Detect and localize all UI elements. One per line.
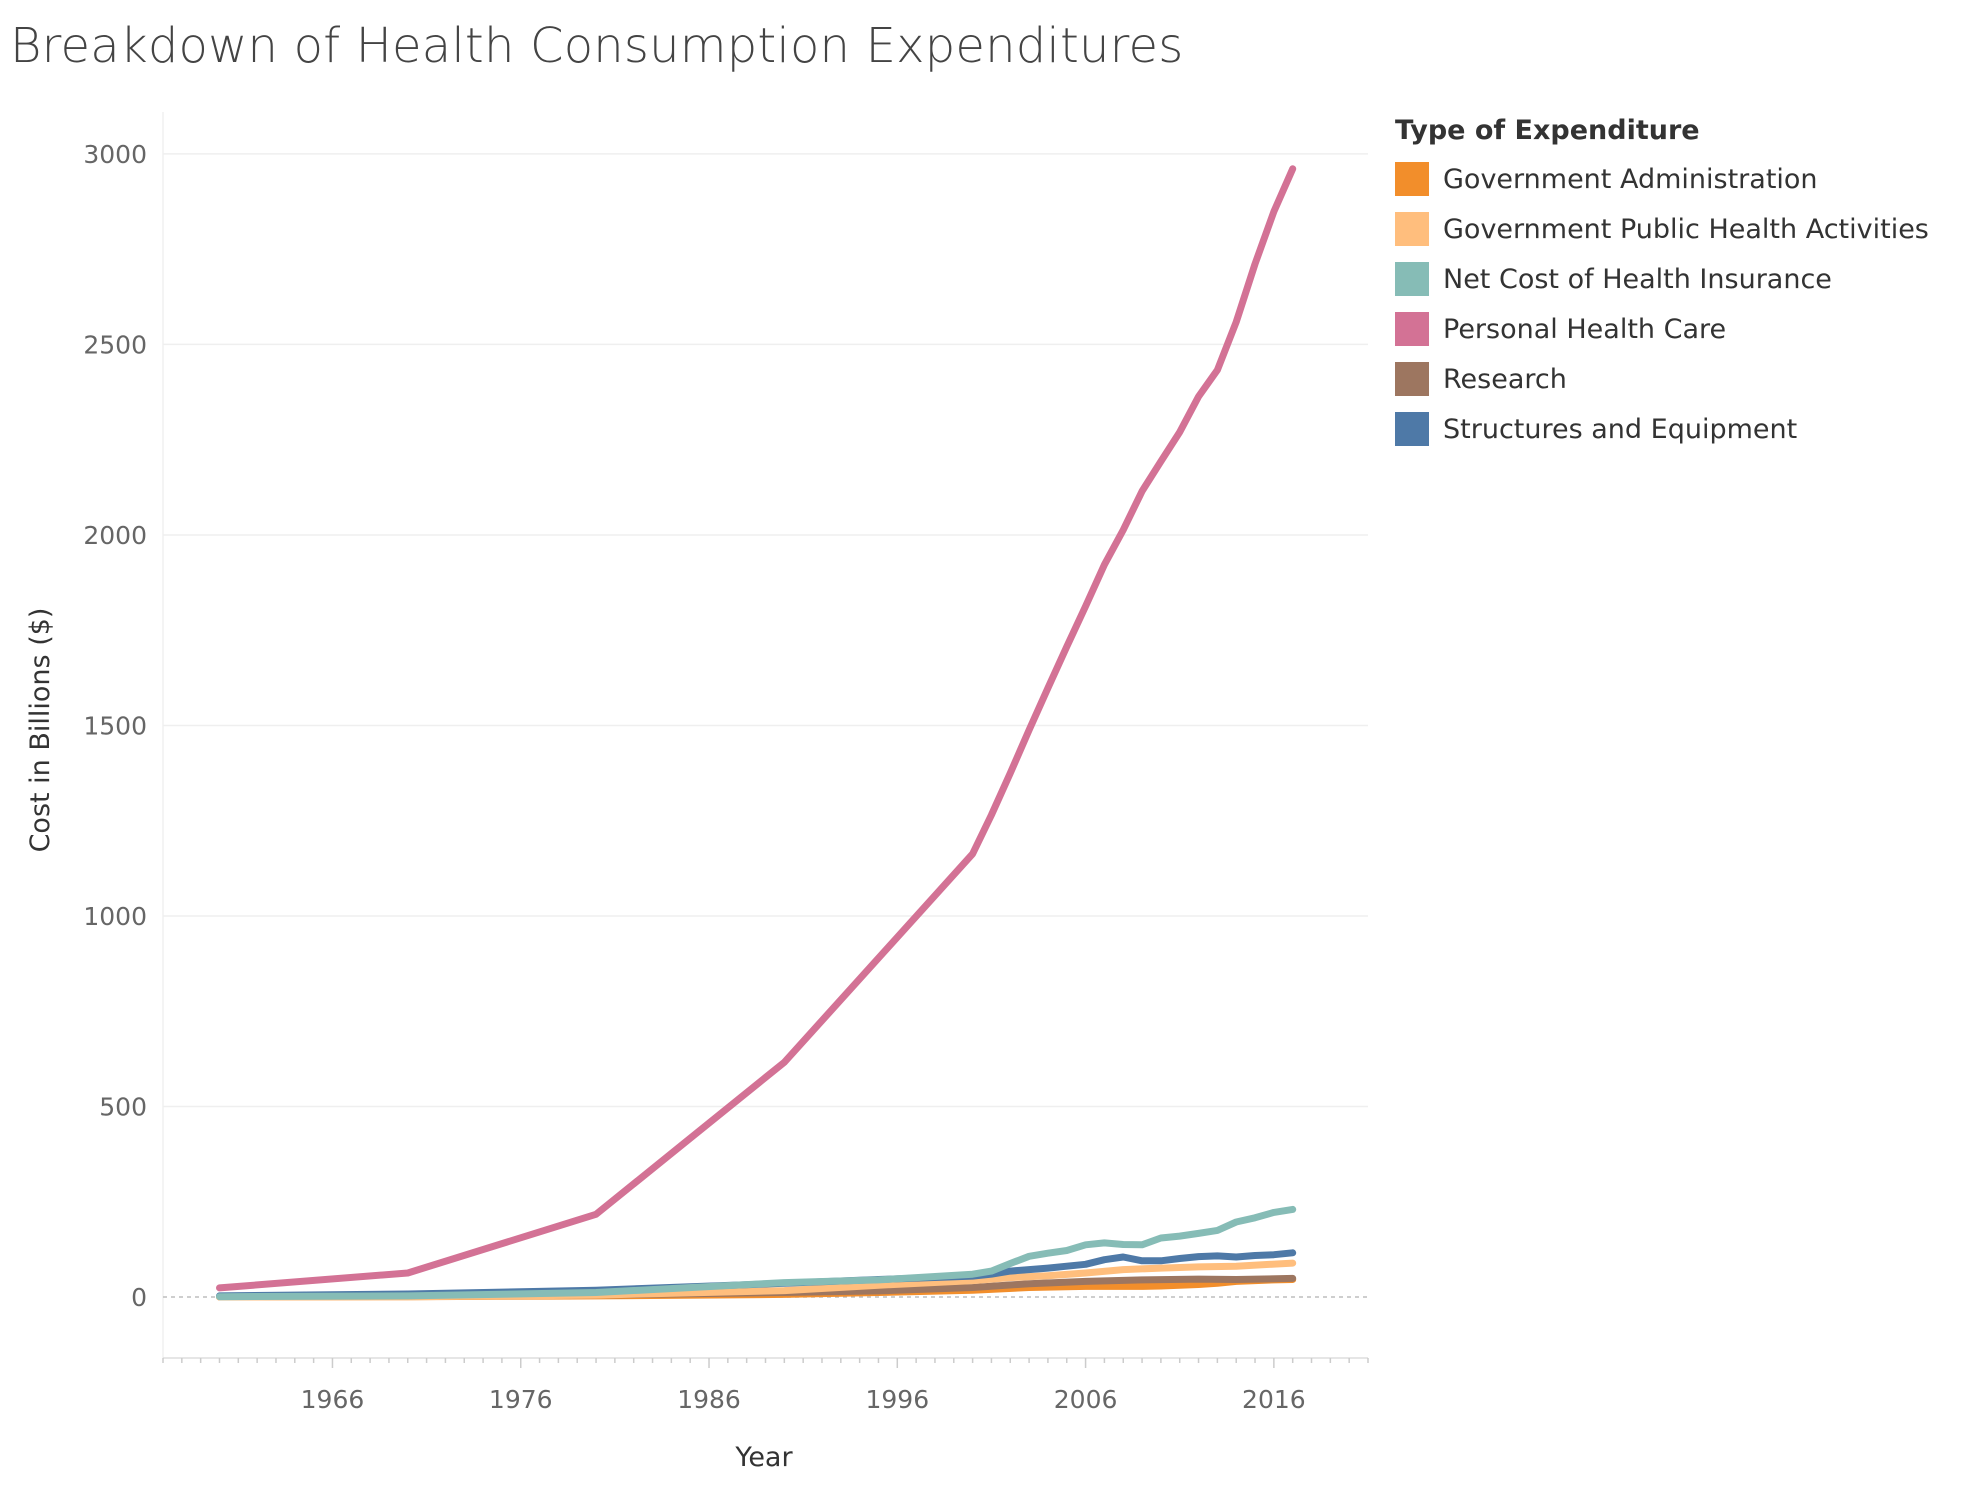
legend: Type of Expenditure Government Administr… — [1395, 115, 1929, 454]
legend-label: Net Cost of Health Insurance — [1443, 263, 1832, 295]
x-tick-label: 1986 — [677, 1385, 741, 1414]
x-axis-title: Year — [734, 1442, 793, 1473]
y-axis-title: Cost in Billions ($) — [25, 608, 56, 853]
legend-label: Research — [1443, 363, 1567, 395]
y-axis: 0 500 1000 1500 2000 2500 3000 — [83, 140, 147, 1312]
chart-title: Breakdown of Health Consumption Expendit… — [10, 18, 1184, 74]
legend-item-structures-and-equipment[interactable]: Structures and Equipment — [1395, 404, 1929, 454]
series-line-personal-health-care — [216, 165, 1297, 1292]
legend-swatch — [1395, 362, 1429, 396]
series-line-net-cost-of-health-insurance — [216, 1205, 1297, 1301]
legend-label: Personal Health Care — [1443, 313, 1727, 345]
series-lines — [216, 165, 1297, 1301]
y-tick-label: 1000 — [83, 902, 147, 931]
legend-item-research[interactable]: Research — [1395, 354, 1929, 404]
legend-item-government-administration[interactable]: Government Administration — [1395, 154, 1929, 204]
x-axis: 1966 1976 1986 1996 2006 2016 — [162, 1357, 1369, 1414]
x-tick-label: 1976 — [489, 1385, 553, 1414]
legend-label: Government Public Health Activities — [1443, 213, 1929, 245]
legend-swatch — [1395, 212, 1429, 246]
x-tick-label: 2006 — [1054, 1385, 1118, 1414]
y-tick-label: 0 — [131, 1283, 147, 1312]
legend-swatch — [1395, 262, 1429, 296]
legend-item-personal-health-care[interactable]: Personal Health Care — [1395, 304, 1929, 354]
y-tick-label: 500 — [99, 1093, 147, 1122]
gridlines — [163, 153, 1368, 1108]
legend-label: Structures and Equipment — [1443, 413, 1798, 445]
y-tick-label: 2500 — [83, 330, 147, 359]
y-tick-label: 2000 — [83, 521, 147, 550]
x-tick-label: 1966 — [301, 1385, 365, 1414]
legend-title: Type of Expenditure — [1395, 115, 1700, 146]
x-tick-label: 2016 — [1242, 1385, 1306, 1414]
legend-item-net-cost-of-health-insurance[interactable]: Net Cost of Health Insurance — [1395, 254, 1929, 304]
y-tick-label: 1500 — [83, 711, 147, 740]
legend-swatch — [1395, 162, 1429, 196]
legend-swatch — [1395, 312, 1429, 346]
x-tick-label: 1996 — [865, 1385, 929, 1414]
legend-items: Government Administration Government Publ… — [1395, 154, 1929, 454]
legend-label: Government Administration — [1443, 163, 1818, 195]
legend-swatch — [1395, 412, 1429, 446]
legend-item-government-public-health-activities[interactable]: Government Public Health Activities — [1395, 204, 1929, 254]
y-tick-label: 3000 — [83, 140, 147, 169]
